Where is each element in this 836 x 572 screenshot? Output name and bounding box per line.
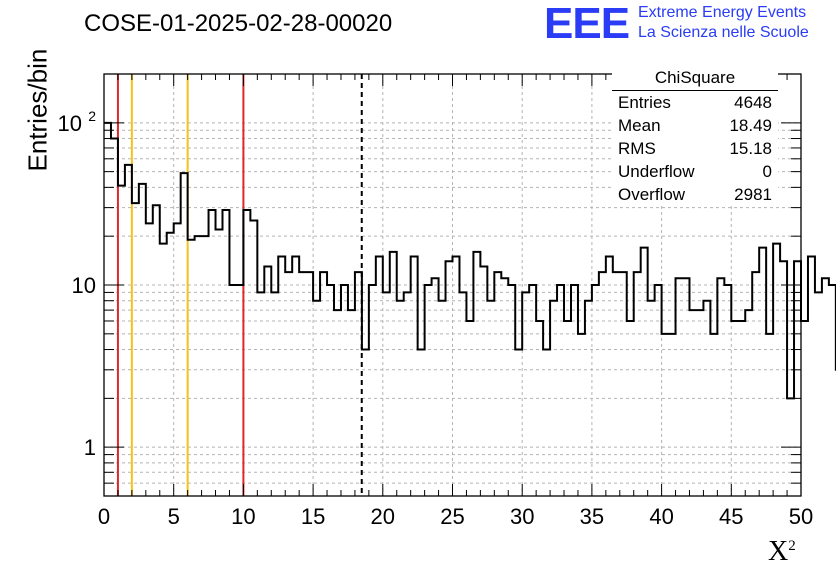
x-tick-label: 35	[580, 504, 604, 529]
x-tick-label: 40	[649, 504, 673, 529]
stats-value: 18.49	[729, 116, 772, 135]
stats-row-underflow: Underflow 0	[612, 160, 778, 183]
stats-row-overflow: Overflow 2981	[612, 183, 778, 206]
stats-row-entries: Entries 4648	[612, 91, 778, 114]
x-tick-label: 50	[789, 504, 813, 529]
histogram-line	[104, 121, 836, 400]
x-tick-label: 15	[301, 504, 325, 529]
y-axis-label: Entries/bin	[22, 48, 53, 172]
y-tick-label-exponent: 2	[88, 108, 96, 124]
stats-label: Overflow	[618, 185, 686, 204]
y-tick-label: 10	[58, 111, 82, 136]
stats-label: Mean	[618, 116, 661, 135]
stats-label: Entries	[618, 93, 671, 112]
run-title: COSE-01-2025-02-28-00020	[84, 10, 393, 37]
x-tick-label: 20	[371, 504, 395, 529]
stats-box: ChiSquare Entries 4648 Mean 18.49 RMS 15.18…	[612, 66, 778, 206]
x-tick-label: 10	[231, 504, 255, 529]
stats-label: Underflow	[618, 162, 695, 181]
x-tick-label: 5	[168, 504, 180, 529]
stats-value: 4648	[734, 93, 772, 112]
y-tick-label: 1	[84, 435, 96, 460]
y-tick-label: 10	[72, 273, 96, 298]
stats-row-mean: Mean 18.49	[612, 114, 778, 137]
stats-label: RMS	[618, 139, 656, 158]
logo-tagline-1: Extreme Energy Events	[638, 4, 807, 21]
eee-logo: EEE	[544, 0, 630, 48]
stats-box-title: ChiSquare	[612, 66, 778, 91]
stats-value: 2981	[734, 185, 772, 204]
stats-value: 0	[762, 162, 772, 181]
x-axis-label: X2	[768, 536, 796, 568]
x-tick-label: 0	[98, 504, 110, 529]
stats-row-rms: RMS 15.18	[612, 137, 778, 160]
logo-tagline-2: La Scienza nelle Scuole	[638, 24, 809, 41]
x-tick-label: 30	[510, 504, 534, 529]
x-axis-label-base: X	[768, 536, 789, 567]
stats-value: 15.18	[729, 139, 772, 158]
x-tick-label: 45	[719, 504, 743, 529]
x-axis-label-superscript: 2	[788, 538, 796, 554]
x-tick-label: 25	[440, 504, 464, 529]
